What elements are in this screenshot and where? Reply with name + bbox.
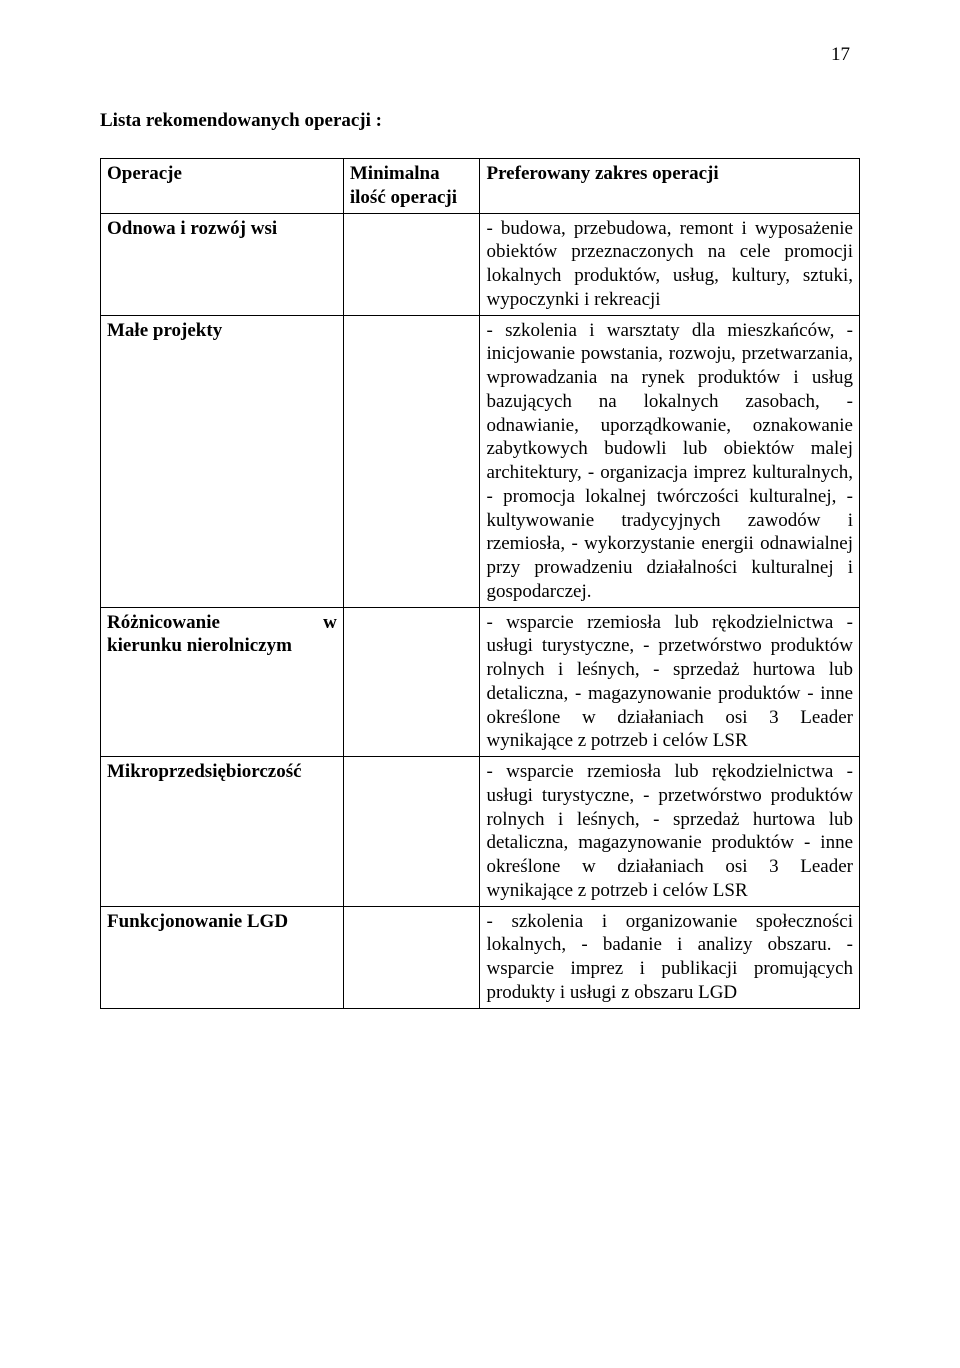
cell-scope: - szkolenia i warsztaty dla mieszkańców,…: [480, 315, 860, 607]
header-operations: Operacje: [101, 159, 344, 214]
page-number: 17: [831, 44, 850, 66]
cell-operation: Mikroprzedsiębiorczość: [101, 757, 344, 907]
cell-minimal: [343, 607, 480, 757]
operation-label: Małe projekty: [107, 320, 222, 341]
cell-scope: - budowa, przebudowa, remont i wyposażen…: [480, 213, 860, 315]
table-row: Odnowa i rozwój wsi - budowa, przebudowa…: [101, 213, 860, 315]
cell-scope: - wsparcie rzemiosła lub rękodzielnictwa…: [480, 757, 860, 907]
cell-scope: - szkolenia i organizowanie społeczności…: [480, 906, 860, 1008]
table-header-row: Operacje Minimalna ilość operacji Prefer…: [101, 159, 860, 214]
cell-minimal: [343, 757, 480, 907]
page: 17 Lista rekomendowanych operacji : Oper…: [0, 0, 960, 1368]
operation-label: Odnowa i rozwój wsi: [107, 218, 277, 239]
table-row: Różnicowaniew kierunku nierolniczym - ws…: [101, 607, 860, 757]
header-minimal: Minimalna ilość operacji: [343, 159, 480, 214]
cell-scope: - wsparcie rzemiosła lub rękodzielnictwa…: [480, 607, 860, 757]
table-row: Mikroprzedsiębiorczość - wsparcie rzemio…: [101, 757, 860, 907]
operation-label: Mikroprzedsiębiorczość: [107, 761, 302, 782]
operation-label: Różnicowaniew: [107, 611, 337, 635]
table-row: Funkcjonowanie LGD - szkolenia i organiz…: [101, 906, 860, 1008]
cell-operation: Małe projekty: [101, 315, 344, 607]
cell-operation: Funkcjonowanie LGD: [101, 906, 344, 1008]
table-row: Małe projekty - szkolenia i warsztaty dl…: [101, 315, 860, 607]
cell-minimal: [343, 213, 480, 315]
operations-table: Operacje Minimalna ilość operacji Prefer…: [100, 158, 860, 1009]
cell-minimal: [343, 906, 480, 1008]
cell-operation: Różnicowaniew kierunku nierolniczym: [101, 607, 344, 757]
header-scope: Preferowany zakres operacji: [480, 159, 860, 214]
cell-minimal: [343, 315, 480, 607]
operation-label: kierunku nierolniczym: [107, 635, 292, 656]
list-title: Lista rekomendowanych operacji :: [100, 110, 860, 132]
cell-operation: Odnowa i rozwój wsi: [101, 213, 344, 315]
operation-label: Funkcjonowanie LGD: [107, 911, 288, 932]
